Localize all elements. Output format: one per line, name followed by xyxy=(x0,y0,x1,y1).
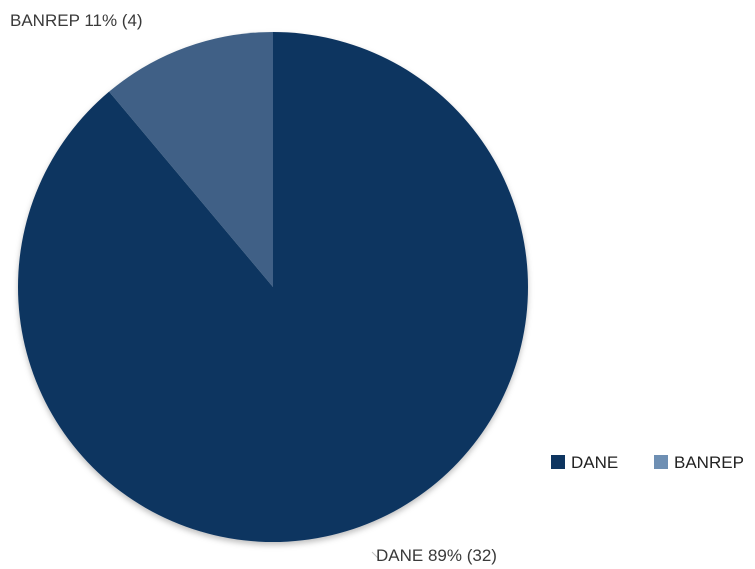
pie-slices xyxy=(17,32,529,543)
pie-slice-dane xyxy=(17,32,529,543)
legend: DANE BANREP xyxy=(551,453,744,472)
slice-label-dane: DANE 89% (32) xyxy=(376,546,497,565)
dane-leader-line xyxy=(371,551,379,559)
pie-slice-banrep xyxy=(109,32,273,287)
slice-label-banrep: BANREP 11% (4) xyxy=(10,11,143,30)
legend-swatch-banrep xyxy=(654,455,668,469)
legend-swatch-dane xyxy=(551,455,565,469)
legend-label-banrep: BANREP xyxy=(674,453,744,472)
legend-label-dane: DANE xyxy=(571,453,618,472)
